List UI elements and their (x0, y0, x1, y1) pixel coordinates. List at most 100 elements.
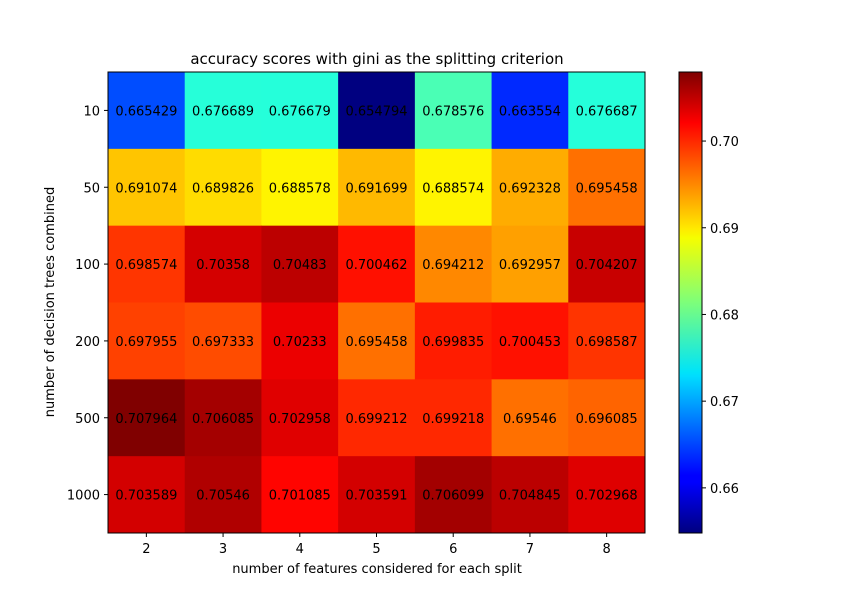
cell-value-label: 0.691699 (345, 181, 407, 196)
colorbar-tick-label: 0.69 (710, 222, 739, 237)
cell-value-label: 0.695458 (576, 181, 638, 196)
cell-value-label: 0.700462 (345, 258, 407, 273)
heatmap-cell (261, 225, 339, 303)
cell-value-label: 0.70483 (273, 258, 327, 273)
heatmap-cell (184, 456, 262, 534)
heatmap-cell (108, 379, 186, 457)
heatmap-cell (184, 379, 262, 457)
cell-value-label: 0.699218 (422, 412, 484, 427)
heatmap-cell (184, 225, 262, 303)
heatmap-cell (491, 302, 569, 380)
cell-value-label: 0.665429 (115, 104, 177, 119)
heatmap-cell (184, 148, 262, 227)
cell-value-label: 0.706085 (192, 412, 254, 427)
heatmap-cell (338, 148, 416, 227)
y-tick-label: 100 (75, 258, 100, 273)
cell-value-label: 0.698587 (576, 335, 638, 350)
y-tick-label: 10 (83, 104, 100, 119)
heatmap-cell (184, 302, 262, 380)
heatmap-cell (338, 456, 416, 534)
colorbar-ticks: 0.66 0.67 0.68 0.69 0.70 (702, 135, 739, 497)
cell-value-label: 0.696085 (576, 412, 638, 427)
heatmap-cell (338, 379, 416, 457)
heatmap-cell (108, 456, 186, 534)
cell-value-label: 0.676679 (269, 104, 331, 119)
heatmap-cell (108, 302, 186, 380)
heatmap-cell (414, 148, 493, 227)
cell-value-label: 0.707964 (115, 412, 177, 427)
heatmap-cell (568, 72, 646, 150)
y-tick-label: 500 (75, 412, 100, 427)
heatmap-cell (338, 225, 416, 303)
y-tick-label: 50 (83, 181, 100, 196)
heatmap-cell (108, 148, 186, 227)
cell-value-label: 0.702968 (576, 489, 638, 504)
heatmap-cell (414, 456, 493, 534)
cell-value-label: 0.654794 (345, 104, 407, 119)
cell-value-label: 0.70233 (273, 335, 327, 350)
cell-value-label: 0.69546 (503, 412, 557, 427)
heatmap-value-labels: 0.665429 0.676689 0.676679 0.654794 0.678576… (115, 104, 637, 503)
cell-value-label: 0.691074 (115, 181, 177, 196)
cell-value-label: 0.70546 (196, 489, 250, 504)
heatmap-cell (568, 456, 646, 534)
heatmap-cell (261, 302, 339, 380)
x-axis-label: number of features considered for each s… (232, 562, 522, 577)
heatmap-cell (568, 225, 646, 303)
heatmap-cell (261, 379, 339, 457)
heatmap-cell (108, 225, 186, 303)
chart-title: accuracy scores with gini as the splitti… (190, 50, 563, 68)
y-axis-label: number of decision trees combined (43, 187, 58, 417)
cell-value-label: 0.688574 (422, 181, 484, 196)
colorbar-tick-label: 0.67 (710, 395, 739, 410)
x-tick-label: 5 (372, 542, 380, 557)
heatmap-cell (338, 302, 416, 380)
cell-value-label: 0.699835 (422, 335, 484, 350)
heatmap-cell (414, 379, 493, 457)
cell-value-label: 0.699212 (345, 412, 407, 427)
x-tick-label: 7 (526, 542, 534, 557)
heatmap-cell (261, 148, 339, 227)
x-tick-label: 8 (603, 542, 611, 557)
heatmap-cell (184, 72, 262, 150)
cell-value-label: 0.697955 (115, 335, 177, 350)
cell-value-label: 0.701085 (269, 489, 331, 504)
heatmap-cells (108, 72, 646, 534)
x-axis-ticks: 2 3 4 5 6 7 8 (142, 533, 611, 557)
cell-value-label: 0.702958 (269, 412, 331, 427)
y-tick-label: 200 (75, 335, 100, 350)
cell-value-label: 0.706099 (422, 489, 484, 504)
colorbar (678, 71, 703, 534)
cell-value-label: 0.703591 (345, 489, 407, 504)
cell-value-label: 0.676687 (576, 104, 638, 119)
heatmap-cell (414, 302, 493, 380)
cell-value-label: 0.689826 (192, 181, 254, 196)
cell-value-label: 0.704207 (576, 258, 638, 273)
cell-value-label: 0.663554 (499, 104, 561, 119)
x-tick-label: 2 (142, 542, 150, 557)
x-tick-label: 6 (449, 542, 457, 557)
heatmap-cell (568, 148, 646, 227)
x-tick-label: 4 (296, 542, 304, 557)
cell-value-label: 0.692328 (499, 181, 561, 196)
heatmap-cell (338, 72, 416, 150)
cell-value-label: 0.697333 (192, 335, 254, 350)
colorbar-tick-label: 0.70 (710, 135, 739, 150)
cell-value-label: 0.694212 (422, 258, 484, 273)
heatmap-cell (491, 72, 569, 150)
heatmap-cell (491, 456, 569, 534)
heatmap-cell (491, 148, 569, 227)
heatmap-cell (414, 72, 493, 150)
cell-value-label: 0.700453 (499, 335, 561, 350)
heatmap-cell (568, 379, 646, 457)
heatmap-cell (568, 302, 646, 380)
cell-value-label: 0.695458 (345, 335, 407, 350)
y-tick-label: 1000 (67, 489, 100, 504)
heatmap-cell (414, 225, 493, 303)
x-tick-label: 3 (219, 542, 227, 557)
heatmap-cell (261, 456, 339, 534)
heatmap-cell (108, 72, 186, 150)
cell-value-label: 0.698574 (115, 258, 177, 273)
cell-value-label: 0.704845 (499, 489, 561, 504)
